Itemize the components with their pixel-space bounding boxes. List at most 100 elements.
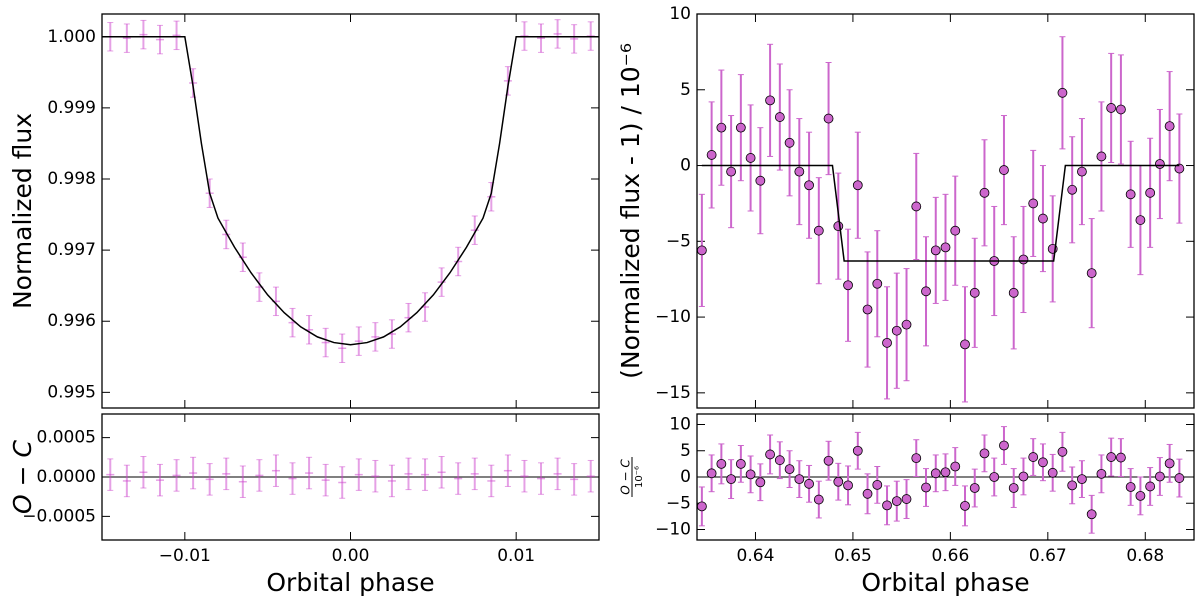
data-point — [1038, 213, 1048, 224]
data-point — [921, 482, 931, 493]
data-point — [979, 187, 990, 198]
data-point — [706, 468, 717, 479]
y-tick-label: 0.997 — [47, 240, 96, 260]
data-point — [872, 278, 883, 289]
y-tick-label: 0.995 — [47, 382, 96, 402]
data-point — [1067, 480, 1078, 491]
data-point — [1145, 481, 1156, 492]
data-point — [745, 153, 756, 163]
data-point — [1174, 163, 1185, 174]
x-label: Orbital phase — [266, 568, 434, 597]
data-point — [1086, 509, 1097, 520]
data-point — [1086, 268, 1097, 279]
data-point — [911, 453, 922, 464]
x-tick-label: 0.68 — [1126, 546, 1164, 566]
data-point — [1038, 457, 1048, 468]
data-point — [1008, 483, 1019, 493]
data-point — [940, 242, 951, 253]
data-point — [901, 319, 912, 330]
panel: −10 −5 0 5 10 0.64 0.65 0.66 0.67 0.68 O − C 10⁻⁶ Or… — [619, 413, 1195, 597]
data-point — [1116, 104, 1126, 115]
data-point — [1008, 287, 1019, 298]
data-point — [774, 455, 785, 466]
y-tick-label: −0.0005 — [22, 506, 96, 526]
axes-frame — [696, 413, 1195, 541]
y-tick-label: −5 — [666, 231, 691, 251]
data-point — [843, 480, 853, 491]
data-point — [706, 150, 717, 160]
data-point — [1154, 471, 1165, 482]
data-point — [921, 286, 931, 297]
panel: −0.0005 0.0000 0.0005 −0.01 0.00 0.01 O − C Orb… — [8, 413, 600, 597]
data-point — [1145, 187, 1156, 198]
data-point — [726, 474, 737, 485]
data-point — [930, 245, 941, 256]
data-point — [726, 166, 737, 177]
data-point — [813, 225, 824, 236]
y-tick-label: 0 — [680, 156, 691, 176]
data-point — [950, 461, 961, 472]
y-tick-label: −15 — [655, 383, 691, 403]
panel: −15 −10 −5 0 5 10 (Normalized flux - 1) / 10⁻⁶ — [616, 4, 1195, 409]
data-point — [735, 122, 746, 133]
data-point — [901, 494, 912, 504]
data-point — [852, 180, 863, 191]
y-tick-label: 0.0005 — [37, 428, 96, 448]
data-point — [1077, 166, 1087, 177]
data-point — [960, 339, 970, 350]
data-point — [765, 95, 775, 106]
panel: 0.995 0.996 0.997 0.998 0.999 1.000 Normalized… — [8, 13, 600, 409]
data-point — [999, 440, 1009, 451]
model-line — [701, 164, 1180, 262]
data-point — [1135, 215, 1146, 225]
data-point — [1125, 482, 1136, 492]
data-point — [755, 477, 766, 488]
data-point — [784, 137, 795, 148]
data-point — [1057, 446, 1068, 457]
data-point — [882, 500, 892, 511]
x-tick-label: 0.01 — [497, 546, 535, 566]
data-point — [950, 225, 961, 236]
data-point — [696, 245, 707, 256]
data-point — [735, 458, 746, 469]
data-point — [784, 464, 795, 475]
y-label-denominator: 10⁻⁶ — [634, 466, 645, 488]
data-point — [745, 469, 756, 480]
data-point — [833, 221, 844, 232]
data-point — [1077, 474, 1087, 485]
x-tick-label: 0.66 — [931, 546, 969, 566]
data-point — [804, 478, 814, 489]
y-label: (Normalized flux - 1) / 10⁻⁶ — [616, 43, 645, 379]
data-point — [872, 479, 883, 490]
y-label-numerator: O − C — [619, 459, 633, 495]
data-point — [755, 175, 766, 186]
x-tick-label: 0.65 — [834, 546, 872, 566]
data-point — [823, 455, 834, 466]
y-tick-label: 0.998 — [47, 169, 96, 189]
data-point — [979, 448, 990, 459]
y-tick-label: 0.996 — [47, 311, 96, 331]
data-point — [833, 476, 844, 487]
y-label: Normalized flux — [8, 113, 37, 309]
data-point — [716, 122, 727, 133]
axes-frame — [696, 13, 1195, 409]
axes-frame — [101, 13, 600, 409]
y-tick-label: 1.000 — [47, 27, 96, 47]
data-point — [1096, 468, 1107, 479]
x-tick-label: 0.67 — [1029, 546, 1067, 566]
data-point — [1106, 452, 1117, 462]
data-point — [960, 500, 970, 511]
data-point — [1125, 189, 1136, 200]
data-point — [823, 113, 834, 124]
y-tick-label: 0.999 — [47, 98, 96, 118]
y-tick-label: 10 — [669, 415, 691, 435]
data-point — [862, 304, 873, 315]
x-tick-label: 0.00 — [332, 546, 370, 566]
data-point — [1164, 458, 1175, 469]
data-point — [891, 496, 902, 507]
data-point — [969, 483, 980, 493]
axes-frame — [101, 413, 600, 541]
y-tick-label: 10 — [669, 4, 691, 24]
data-point — [716, 458, 727, 469]
